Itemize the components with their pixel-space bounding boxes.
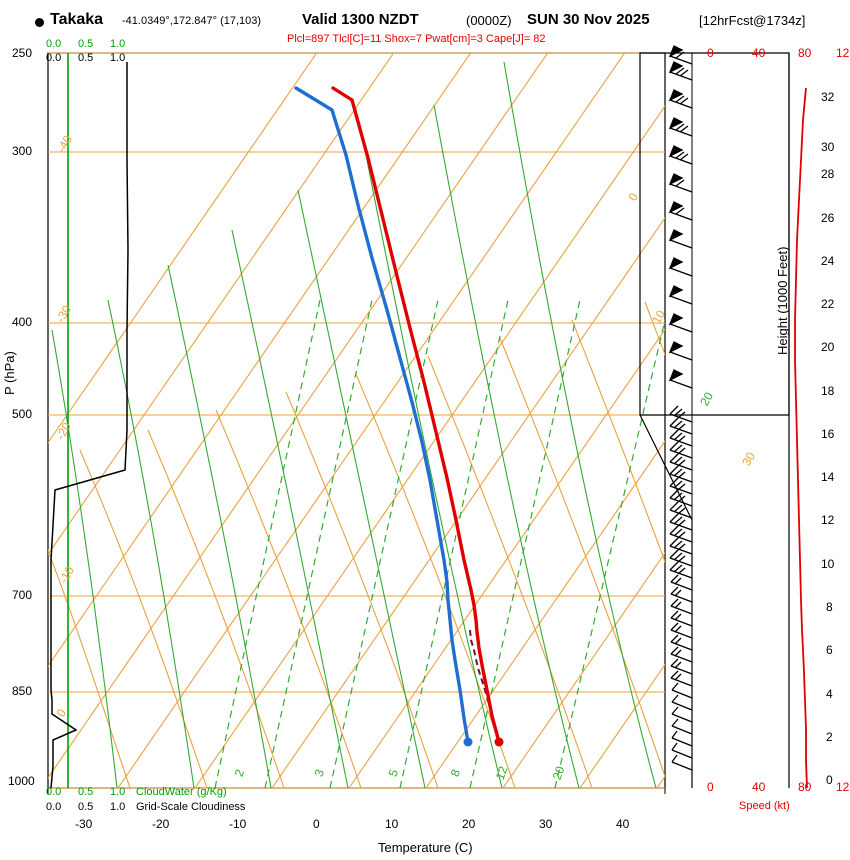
temperature-axis-label: Temperature (C) (378, 840, 473, 855)
temp-tick-0: 0 (313, 817, 320, 831)
temperature-surface-marker (494, 737, 504, 747)
height-curve (794, 87, 808, 789)
height-tick-18: 18 (821, 384, 835, 398)
height-tick-10: 10 (821, 557, 835, 571)
height-tick-24: 24 (821, 254, 835, 268)
temp-tick-40: 40 (616, 817, 630, 831)
cloudwater-bot-tick-1: 0.5 (78, 786, 94, 798)
pressure-tick-500: 500 (12, 407, 33, 421)
cloudwater-top-tick-0: 0.0 (46, 38, 62, 50)
cloudwater-legend-label: CloudWater (g/Kg) (136, 786, 227, 798)
moist-adiabat-lines (51, 61, 657, 788)
height-tick-28: 28 (821, 167, 835, 181)
height-tick-26: 26 (821, 211, 835, 225)
height-tick-20: 20 (821, 340, 835, 354)
temp-tick--20: -20 (152, 817, 170, 831)
wind-barbs (668, 45, 693, 771)
height-tick-22: 22 (821, 297, 835, 311)
height-tick-8: 8 (826, 600, 833, 614)
parcel-path (469, 629, 500, 743)
speed-bot-tick-120: 12 (836, 780, 850, 794)
speed-bot-tick-0: 0 (707, 780, 714, 794)
speed-top-tick-0: 0 (707, 46, 714, 60)
height-tick-30: 30 (821, 140, 835, 154)
height-tick-2: 2 (826, 730, 833, 744)
isobar-lines (48, 52, 665, 789)
cloudwater-top-tick-2: 1.0 (110, 38, 126, 50)
cloudiness-trace (50, 62, 129, 789)
valid-time-zulu: (0000Z) (466, 13, 512, 28)
speed-top-tick-40: 40 (752, 46, 766, 60)
height-axis-frame-lower (639, 414, 693, 788)
cloudiness-legend-label: Grid-Scale Cloudiness (136, 801, 246, 813)
mixing-ratio-lines (214, 299, 665, 788)
temp-tick--10: -10 (229, 817, 247, 831)
pressure-tick-1000: 1000 (8, 774, 35, 788)
station-name: Takaka (50, 11, 104, 28)
height-tick-32: 32 (821, 90, 835, 104)
speed-bot-tick-40: 40 (752, 780, 766, 794)
speed-top-tick-80: 80 (798, 46, 812, 60)
station-coords: -41.0349°,172.847° (17,103) (122, 15, 262, 27)
temperature-profile (331, 86, 501, 744)
valid-time: Valid 1300 NZDT (302, 11, 419, 28)
height-axis-label: Height (1000 Feet) (775, 246, 790, 355)
cloudwater-bot-tick-2: 1.0 (110, 786, 126, 798)
speed-axis-label: Speed (kt) (739, 800, 790, 812)
stability-indices: Plcl=897 Tlcl[C]=11 Shox=7 Pwat[cm]=3 Ca… (287, 33, 546, 45)
height-tick-16: 16 (821, 427, 835, 441)
pressure-axis-label: P (hPa) (2, 351, 17, 395)
temp-tick--30: -30 (75, 817, 93, 831)
cloudiness-top-tick-2: 1.0 (110, 52, 126, 64)
cloudiness-bot-tick-1: 0.5 (78, 801, 94, 813)
pressure-tick-300: 300 (12, 144, 33, 158)
dry-adiabat-lines (48, 301, 665, 788)
cloudwater-bot-tick-0: 0.0 (46, 786, 62, 798)
cloudiness-top-tick-1: 0.5 (78, 52, 94, 64)
height-tick-0: 0 (826, 773, 833, 787)
cloudwater-top-tick-1: 0.5 (78, 38, 94, 50)
height-tick-12: 12 (821, 513, 835, 527)
pressure-tick-850: 850 (12, 684, 33, 698)
cloudiness-bot-tick-2: 1.0 (110, 801, 126, 813)
cloudiness-top-tick-0: 0.0 (46, 52, 62, 64)
valid-date: SUN 30 Nov 2025 (527, 11, 650, 28)
cloudiness-bot-tick-0: 0.0 (46, 801, 62, 813)
height-tick-14: 14 (821, 470, 835, 484)
temp-tick-20: 20 (462, 817, 476, 831)
dewpoint-surface-marker (463, 737, 473, 747)
speed-bot-tick-80: 80 (798, 780, 812, 794)
station-marker-icon (35, 18, 44, 27)
height-tick-4: 4 (826, 687, 833, 701)
speed-top-tick-120: 12 (836, 46, 850, 60)
dewpoint-profile (294, 86, 470, 744)
forecast-stamp: [12hrFcst@1734z] (699, 13, 806, 28)
pressure-tick-400: 400 (12, 315, 33, 329)
isotherm-lines (48, 53, 665, 788)
pressure-tick-700: 700 (12, 588, 33, 602)
temp-tick-30: 30 (539, 817, 553, 831)
pressure-tick-250: 250 (12, 46, 33, 60)
temp-tick-10: 10 (385, 817, 399, 831)
height-tick-6: 6 (826, 643, 833, 657)
